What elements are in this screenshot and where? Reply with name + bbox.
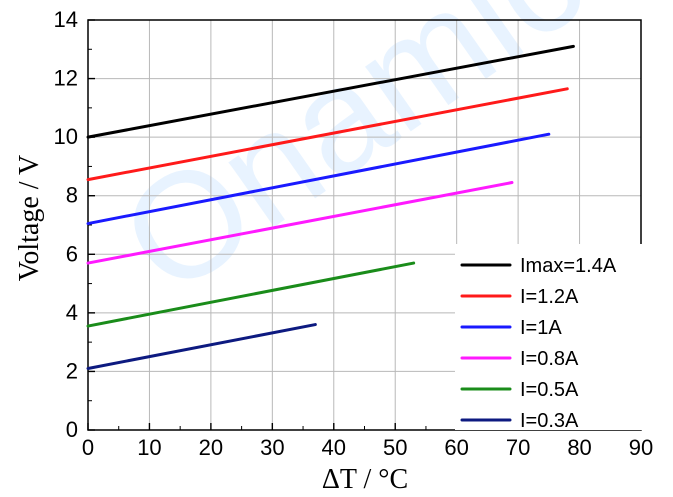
y-tick-label: 2	[66, 358, 78, 383]
x-tick-label: 50	[383, 435, 407, 460]
legend-background	[455, 244, 643, 430]
series-line-3	[86, 132, 551, 226]
x-tick-label: 80	[567, 435, 591, 460]
legend-label-5: I=0.5A	[520, 379, 579, 401]
x-tick-label: 40	[322, 435, 346, 460]
series-line-4	[86, 181, 514, 265]
y-tick-label: 8	[66, 183, 78, 208]
series-line-5	[86, 261, 416, 328]
axis-layer: 0 10 20 30 40 50 60 70 80 90 0 2 4 6 8 10 12 14	[54, 7, 654, 460]
x-tick-label: 30	[260, 435, 284, 460]
y-tick-label: 12	[54, 66, 78, 91]
legend: Imax=1.4A I=1.2A I=1A I=0.8A I=0.5A I=0.3A	[455, 244, 643, 432]
x-tick-label: 90	[629, 435, 653, 460]
series-line-2	[86, 87, 569, 182]
y-tick-label: 4	[66, 300, 78, 325]
series-layer	[86, 44, 575, 370]
x-tick-label: 10	[137, 435, 161, 460]
y-tick-label: 6	[66, 241, 78, 266]
y-tick-label: 14	[54, 7, 78, 32]
x-tick-label: 60	[444, 435, 468, 460]
y-tick-label: 10	[54, 124, 78, 149]
x-tick-label: 70	[506, 435, 530, 460]
x-axis-title: ΔT / °C	[322, 464, 408, 495]
legend-label-4: I=0.8A	[520, 348, 579, 370]
series-line-6	[86, 323, 317, 370]
legend-label-3: I=1A	[520, 317, 562, 339]
legend-label-1: Imax=1.4A	[520, 255, 617, 277]
y-tick-label: 0	[66, 417, 78, 442]
x-tick-label: 0	[82, 435, 94, 460]
y-axis-title: Voltage / V	[14, 155, 45, 282]
x-tick-label: 20	[199, 435, 223, 460]
legend-label-6: I=0.3A	[520, 410, 579, 432]
series-line-1	[86, 44, 575, 139]
legend-label-2: I=1.2A	[520, 286, 579, 308]
